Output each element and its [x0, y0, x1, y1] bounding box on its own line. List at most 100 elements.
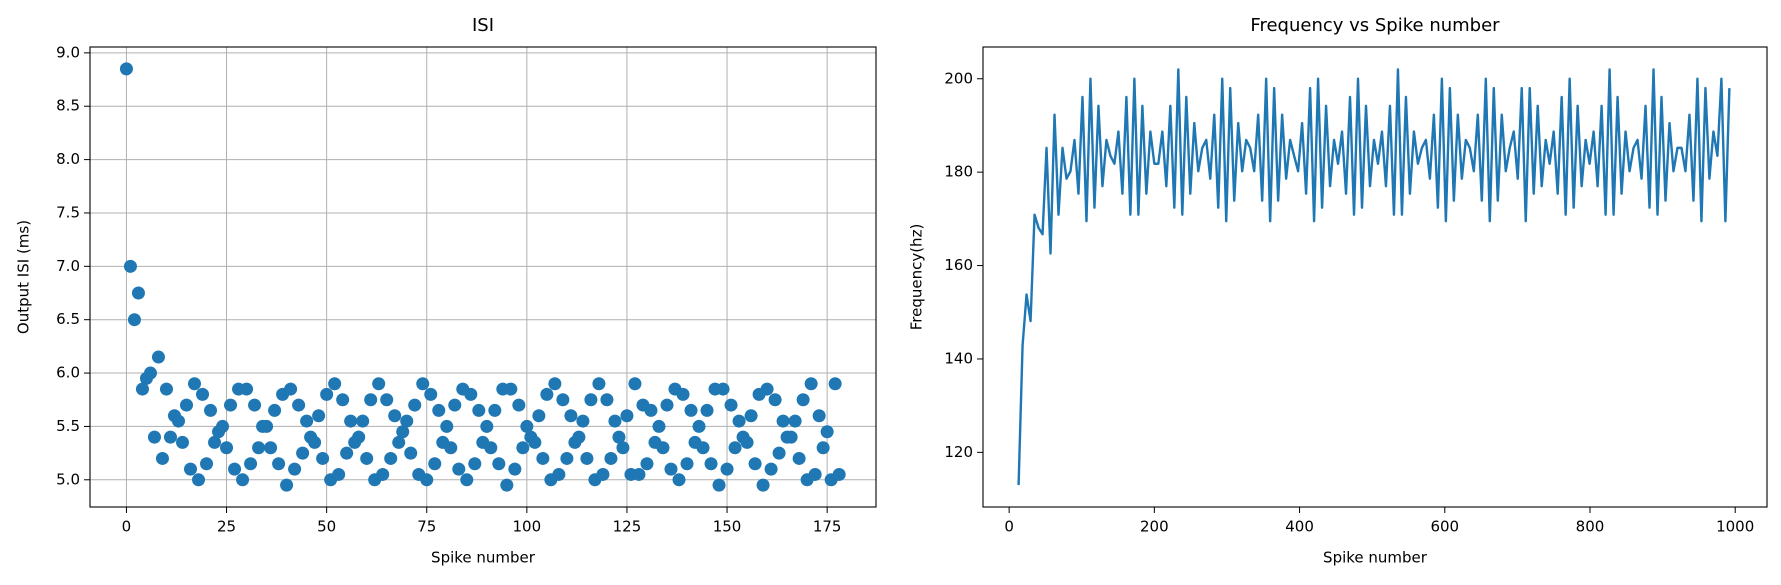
- point: [660, 398, 674, 412]
- point: [644, 403, 658, 417]
- point: [828, 377, 842, 391]
- point: [560, 451, 574, 465]
- point: [764, 462, 778, 476]
- point: [163, 430, 177, 444]
- point: [632, 467, 646, 481]
- point: [179, 398, 193, 412]
- point: [288, 462, 302, 476]
- point: [143, 366, 157, 380]
- x-tick-label: 800: [1576, 518, 1605, 536]
- point: [460, 473, 474, 487]
- point: [756, 478, 770, 492]
- point: [552, 467, 566, 481]
- y-tick-label: 8.5: [56, 97, 80, 115]
- point: [608, 414, 622, 428]
- point: [320, 387, 334, 401]
- point: [500, 478, 514, 492]
- point: [520, 419, 534, 433]
- point: [252, 441, 266, 455]
- point: [224, 398, 238, 412]
- point: [404, 446, 418, 460]
- point: [416, 377, 430, 391]
- point: [816, 441, 830, 455]
- point: [488, 403, 502, 417]
- point: [127, 313, 141, 327]
- point: [159, 382, 173, 396]
- y-tick-label: 5.0: [56, 470, 80, 488]
- point: [720, 462, 734, 476]
- line: [1017, 68, 1731, 486]
- point: [388, 409, 402, 423]
- point: [292, 398, 306, 412]
- point: [676, 387, 690, 401]
- point: [216, 419, 230, 433]
- point: [228, 462, 242, 476]
- point: [428, 457, 442, 471]
- point: [740, 435, 754, 449]
- point: [820, 425, 834, 439]
- point: [508, 462, 522, 476]
- x-axis-label: Spike number: [431, 549, 536, 567]
- point: [220, 441, 234, 455]
- point: [692, 419, 706, 433]
- y-tick-label: 5.5: [56, 417, 80, 435]
- point: [804, 377, 818, 391]
- point: [652, 419, 666, 433]
- point: [672, 473, 686, 487]
- point: [316, 451, 330, 465]
- point: [612, 430, 626, 444]
- point: [484, 441, 498, 455]
- y-tick-label: 6.0: [56, 364, 80, 382]
- y-axis-label: Frequency(hz): [908, 224, 926, 331]
- point: [536, 451, 550, 465]
- point: [700, 403, 714, 417]
- point: [812, 409, 826, 423]
- x-tick-label: 0: [122, 518, 132, 536]
- y-tick-label: 7.5: [56, 203, 80, 221]
- point: [468, 457, 482, 471]
- point: [792, 451, 806, 465]
- plot-frame: [89, 46, 877, 508]
- x-tick-label: 75: [417, 518, 436, 536]
- point: [564, 409, 578, 423]
- point: [300, 414, 314, 428]
- point: [147, 430, 161, 444]
- point: [268, 403, 282, 417]
- y-tick-label: 9.0: [56, 43, 80, 61]
- point: [184, 462, 198, 476]
- point: [596, 467, 610, 481]
- point: [123, 259, 137, 273]
- point: [548, 377, 562, 391]
- point: [448, 398, 462, 412]
- point: [131, 286, 145, 300]
- point: [380, 393, 394, 407]
- plot-frame: [982, 46, 1768, 508]
- point: [832, 467, 846, 481]
- point: [284, 382, 298, 396]
- point: [716, 382, 730, 396]
- x-tick-label: 200: [1140, 518, 1169, 536]
- point: [512, 398, 526, 412]
- point: [384, 451, 398, 465]
- point: [240, 382, 254, 396]
- point: [744, 409, 758, 423]
- point: [640, 457, 654, 471]
- point: [504, 382, 518, 396]
- point: [684, 403, 698, 417]
- point: [540, 387, 554, 401]
- point: [656, 441, 670, 455]
- point: [200, 457, 214, 471]
- point: [696, 441, 710, 455]
- point: [776, 414, 790, 428]
- point: [616, 441, 630, 455]
- point: [580, 451, 594, 465]
- x-tick-label: 400: [1285, 518, 1314, 536]
- point: [340, 446, 354, 460]
- x-tick-label: 25: [217, 518, 236, 536]
- point: [392, 435, 406, 449]
- point: [664, 462, 678, 476]
- point: [328, 377, 342, 391]
- point: [119, 62, 133, 76]
- x-tick-label: 50: [317, 518, 336, 536]
- y-tick-label: 200: [944, 69, 973, 87]
